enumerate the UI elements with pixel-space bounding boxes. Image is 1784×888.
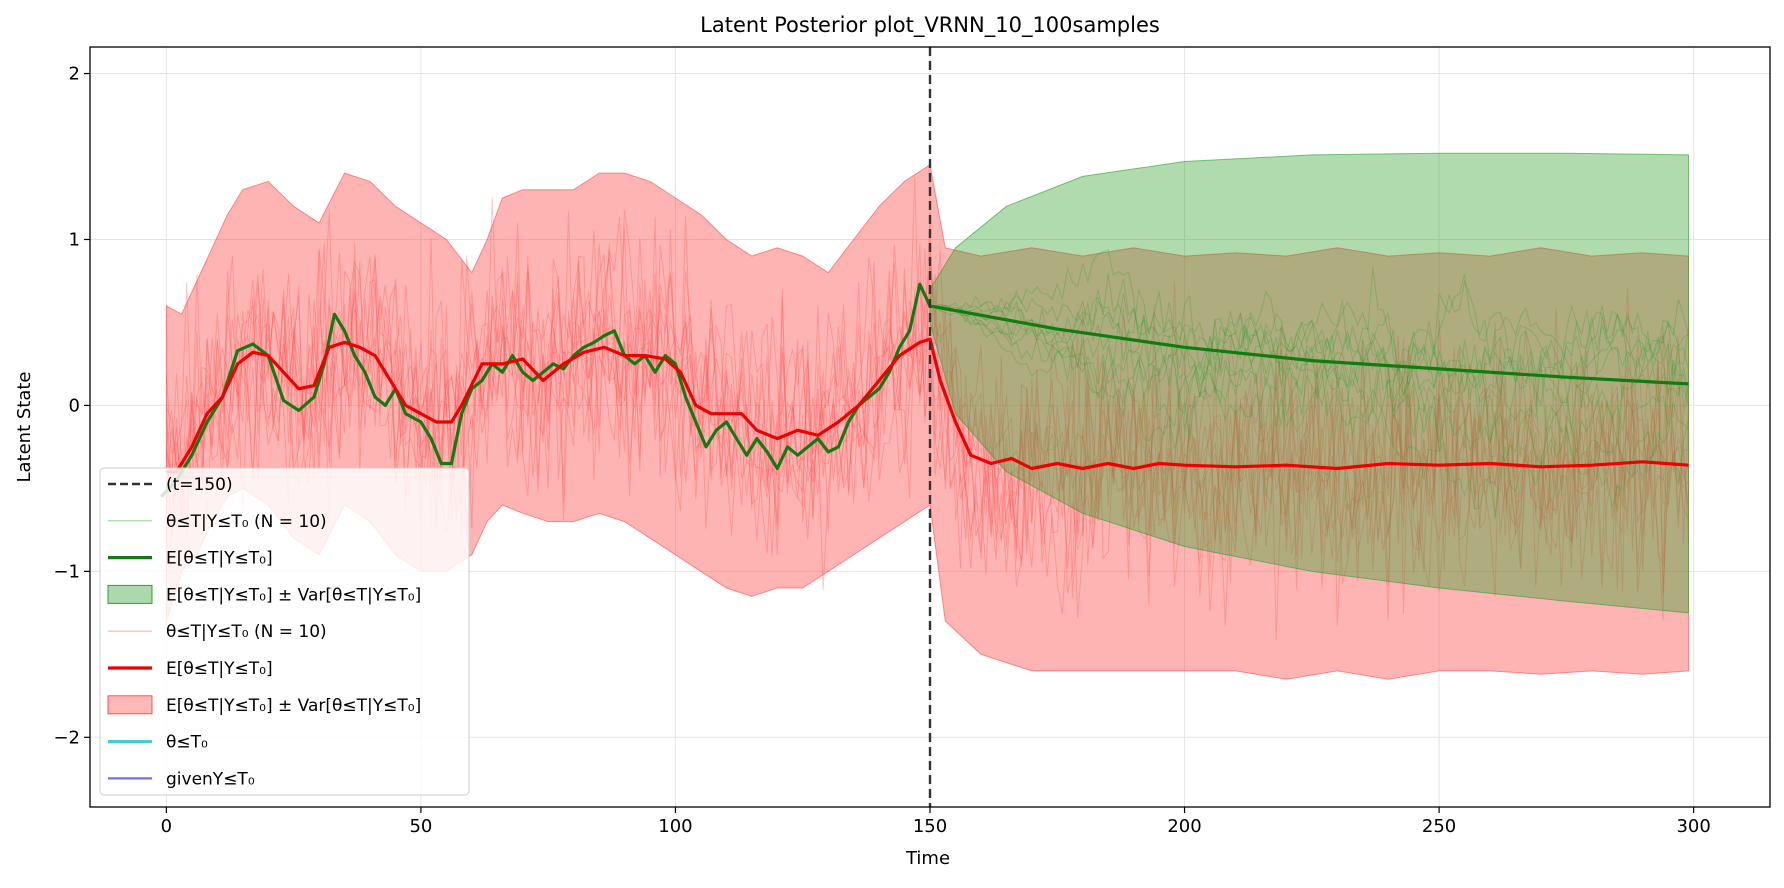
green-sample-line	[929, 273, 1689, 414]
green-sample-line	[929, 267, 1689, 409]
legend-entry: (t=150)	[108, 475, 233, 495]
chart-title: Latent Posterior plot_VRNN_10_100samples	[700, 13, 1160, 38]
tick-layer: 0 50 100 150 200 250 300 −2 −1 0 1 2	[53, 64, 1710, 837]
legend-swatch	[107, 584, 153, 604]
red-sample-line	[165, 230, 1689, 626]
red-variance-band	[165, 163, 1689, 680]
legend-label: givenY≤T₀	[166, 769, 255, 789]
legend-entry: θ≤T|Y≤T₀ (N = 10)	[108, 512, 327, 532]
legend-entry: E[θ≤T|Y≤T₀] ± Var[θ≤T|Y≤T₀]	[107, 584, 421, 605]
x-tick-label: 150	[913, 816, 947, 837]
green-variance-band	[929, 152, 1689, 614]
y-axis-label: Latent State	[14, 371, 35, 482]
legend-label: E[θ≤T|Y≤T₀] ± Var[θ≤T|Y≤T₀]	[166, 696, 421, 716]
legend: (t=150) θ≤T|Y≤T₀ (N = 10) E[θ≤T|Y≤T₀] E[θ≤T…	[99, 467, 470, 796]
legend-label: E[θ≤T|Y≤T₀]	[166, 659, 273, 679]
legend-entry: givenY≤T₀	[108, 769, 255, 789]
legend-label: θ≤T|Y≤T₀ (N = 10)	[166, 622, 327, 642]
y-tick-label: 2	[69, 64, 80, 85]
x-tick-label: 0	[161, 816, 172, 837]
x-tick-label: 200	[1167, 816, 1201, 837]
x-tick-label: 50	[409, 816, 432, 837]
legend-label: (t=150)	[166, 475, 233, 495]
red-mean-line	[166, 337, 1689, 474]
legend-box	[99, 467, 470, 796]
legend-swatch	[107, 695, 153, 715]
x-tick-label: 300	[1676, 816, 1710, 837]
legend-label: E[θ≤T|Y≤T₀] ± Var[θ≤T|Y≤T₀]	[166, 585, 421, 605]
green-sample-line	[929, 300, 1689, 444]
legend-entry: E[θ≤T|Y≤T₀]	[108, 549, 273, 569]
green-sample-line	[929, 278, 1689, 427]
y-tick-label: −1	[53, 561, 80, 582]
x-tick-label: 100	[658, 816, 692, 837]
legend-entry: E[θ≤T|Y≤T₀] ± Var[θ≤T|Y≤T₀]	[107, 695, 421, 716]
legend-label: θ≤T|Y≤T₀ (N = 10)	[166, 512, 327, 532]
green-sample-line	[929, 305, 1689, 453]
legend-entry: E[θ≤T|Y≤T₀]	[108, 659, 273, 679]
legend-label: E[θ≤T|Y≤T₀]	[166, 549, 273, 569]
red-sample-line	[165, 197, 1689, 626]
y-tick-label: 1	[69, 229, 80, 250]
plot-layer	[160, 47, 1689, 807]
legend-entry: θ≤T|Y≤T₀ (N = 10)	[108, 622, 327, 642]
green-sample-line	[929, 305, 1689, 518]
y-tick-label: 0	[69, 395, 80, 416]
red-sample-line	[165, 212, 1689, 587]
red-sample-line	[165, 209, 1689, 641]
green-sample-line	[930, 290, 1689, 443]
x-tick-label: 250	[1422, 816, 1456, 837]
red-sample-line	[165, 176, 1689, 598]
legend-entry: θ≤T₀	[108, 733, 208, 753]
red-sample-line	[165, 248, 1689, 597]
legend-label: θ≤T₀	[166, 733, 208, 753]
x-axis-label: Time	[905, 848, 950, 869]
green-sample-line	[930, 249, 1689, 423]
red-sample-line	[165, 217, 1689, 593]
y-tick-label: −2	[53, 727, 80, 748]
green-sample-line	[929, 305, 1689, 482]
